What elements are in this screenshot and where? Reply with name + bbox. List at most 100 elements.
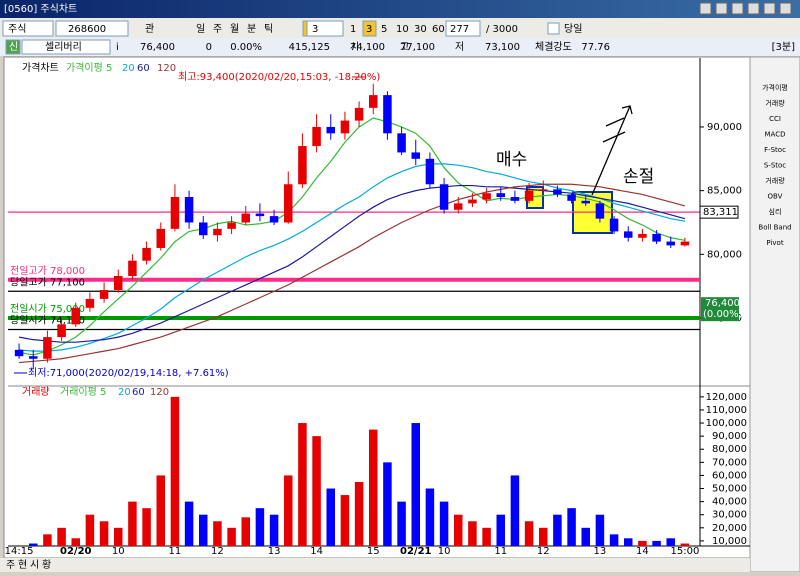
y-tick-label: 20,000: [712, 523, 747, 534]
y-tick-label: 110,000: [706, 405, 747, 416]
total-count: / 3000: [486, 24, 518, 35]
bottom-bar: [0, 558, 750, 572]
volume-bar: [666, 538, 675, 546]
legend-entry: 거래이평 5: [60, 386, 106, 398]
interval-button[interactable]: 3: [366, 24, 372, 35]
volume-bar: [510, 475, 520, 546]
volume-bar: [369, 429, 378, 546]
candle-body: [595, 203, 605, 219]
x-tick-label: 02/21: [400, 546, 432, 557]
candle-body: [156, 228, 165, 248]
box: [547, 22, 560, 35]
current-price: 76,400: [705, 298, 740, 309]
indicator-button[interactable]: F-Stoc: [764, 146, 786, 154]
indicator-button[interactable]: 가격이평: [762, 83, 788, 92]
legend-entry: 60: [137, 63, 150, 74]
candle-body: [439, 184, 449, 210]
volume-bar: [581, 527, 590, 546]
info-label: 저: [455, 41, 464, 53]
h-line-label: 당일고가 77,100: [10, 276, 85, 288]
volume-bar: [680, 543, 690, 546]
interval-button[interactable]: 1: [350, 24, 356, 35]
info-icon[interactable]: i: [116, 42, 119, 53]
tab[interactable]: 주: [6, 560, 15, 571]
legend-entry: 20: [122, 63, 135, 74]
period-button[interactable]: 월: [230, 23, 239, 35]
interval-button[interactable]: 10: [396, 24, 409, 35]
volume-bar: [284, 475, 293, 546]
today-checkbox[interactable]: 당일: [564, 23, 582, 35]
window-buttons[interactable]: [699, 2, 792, 15]
candle-body: [383, 95, 392, 134]
y-tick-label: 120,000: [706, 392, 747, 403]
candle-body: [539, 189, 548, 191]
candle-body: [454, 203, 463, 210]
candle-body: [284, 184, 293, 223]
indicator-button[interactable]: CCI: [769, 115, 781, 123]
ma-line: [19, 163, 686, 352]
indicator-button[interactable]: 거래량: [765, 99, 785, 108]
x-tick-label: 13: [594, 546, 607, 557]
tab[interactable]: 현: [18, 559, 27, 571]
box: [5, 39, 21, 55]
legend-title: 가격차트: [22, 61, 59, 74]
box: [21, 39, 111, 55]
count-input[interactable]: 277: [450, 24, 469, 35]
indicator-button[interactable]: 거래량: [765, 176, 785, 185]
y-tick-label: 90,000: [712, 431, 747, 442]
period-button[interactable]: 관: [145, 23, 154, 35]
period-button[interactable]: 주: [213, 24, 222, 35]
indicator-button[interactable]: OBV: [768, 193, 783, 201]
interval-button[interactable]: 60: [432, 24, 445, 35]
code-input[interactable]: 268600: [68, 24, 106, 35]
candle-body: [269, 216, 279, 223]
volume-bar: [397, 501, 406, 546]
buy-note: 매수: [496, 150, 527, 170]
interval-label: [3분]: [772, 41, 795, 53]
market-select[interactable]: 주식: [8, 23, 26, 35]
candle-body: [680, 241, 690, 246]
candle-body: [609, 218, 619, 232]
candle-body: [553, 189, 562, 195]
info-value: 73,100: [485, 42, 520, 53]
box: [362, 20, 377, 37]
candle-body: [312, 126, 321, 147]
candle-body: [227, 222, 236, 229]
volume-bar: [383, 462, 392, 546]
interval-button[interactable]: 5: [381, 24, 387, 35]
candle-body: [298, 146, 307, 185]
candle-body: [128, 260, 137, 276]
interval-button[interactable]: 30: [414, 24, 427, 35]
ma-line: [19, 183, 686, 364]
candle-body: [397, 133, 406, 153]
y-tick-label: 80,000: [707, 249, 742, 260]
candle-body: [425, 158, 435, 185]
box: [306, 20, 344, 37]
period-button[interactable]: 틱: [264, 23, 273, 35]
x-tick-label: 14:15: [5, 546, 34, 557]
indicator-button[interactable]: Pivot: [766, 239, 783, 247]
tab[interactable]: 황: [42, 559, 51, 571]
volume-bar: [595, 514, 605, 546]
volume-bar: [638, 540, 647, 546]
period-select[interactable]: 3: [312, 24, 318, 35]
legend-entry: 가격이평 5: [66, 61, 112, 74]
legend-entry: 20: [118, 387, 131, 398]
period-button[interactable]: 일: [196, 23, 205, 35]
legend-title: 거래량: [22, 386, 50, 398]
indicator-button[interactable]: MACD: [765, 131, 786, 139]
indicator-button[interactable]: S-Stoc: [764, 162, 786, 170]
volume-bar: [199, 514, 208, 546]
box: [2, 20, 54, 37]
indicator-button[interactable]: 심리: [769, 207, 782, 216]
period-button[interactable]: 분: [247, 23, 256, 35]
candle-body: [354, 107, 364, 121]
legend-entry: 60: [132, 387, 145, 398]
indicator-button[interactable]: Boll Band: [758, 224, 791, 232]
volume-bar: [553, 514, 562, 546]
volume-bar: [128, 501, 137, 546]
ref-label-box: [699, 205, 739, 219]
candle-body: [624, 231, 633, 238]
tab[interactable]: 시: [30, 559, 39, 571]
volume-bar: [340, 495, 350, 546]
